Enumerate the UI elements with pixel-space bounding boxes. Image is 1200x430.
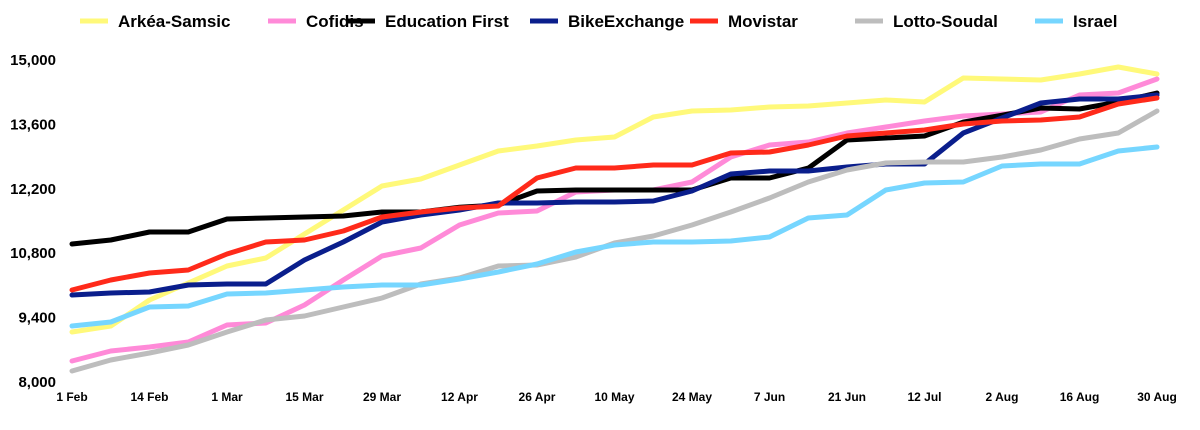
legend-label: Israel [1073,12,1117,31]
y-axis: 8,000 9,400 10,800 12,200 13,600 15,000 [10,52,56,391]
y-tick-label: 12,200 [10,181,56,198]
legend-label: Cofidis [306,12,364,31]
series-line-ark-a-samsic [69,64,1160,335]
y-tick-label: 10,800 [10,245,56,262]
x-tick-label: 10 May [594,390,634,404]
legend: Arkéa-Samsic Cofidis Education First BikeEx… [80,12,1117,31]
x-tick-label: 16 Aug [1060,390,1100,404]
x-tick-label: 12 Jul [907,390,941,404]
y-tick-label: 13,600 [10,116,56,133]
series-line-israel [69,144,1160,329]
series-line-lotto-soudal [69,108,1160,374]
legend-label: Movistar [728,12,798,31]
series-line-bikeexchange [69,92,1160,298]
series-line-movistar [69,95,1160,293]
legend-label: Education First [385,12,509,31]
x-tick-label: 1 Feb [56,390,87,404]
legend-item: Israel [1035,12,1117,31]
x-tick-label: 1 Mar [211,390,243,404]
series-lines [69,64,1160,374]
legend-label: Lotto-Soudal [893,12,998,31]
x-axis: 1 Feb 14 Feb 1 Mar 15 Mar 29 Mar 12 Apr 26 Apr… [56,390,1176,404]
series-line-education-first [69,90,1160,247]
legend-item: Education First [347,12,509,31]
x-tick-label: 21 Jun [828,390,866,404]
legend-item: Arkéa-Samsic [80,12,230,31]
y-tick-label: 9,400 [18,310,56,327]
legend-item: BikeExchange [530,12,684,31]
legend-item: Movistar [690,12,798,31]
x-tick-label: 29 Mar [363,390,401,404]
y-tick-label: 8,000 [18,374,56,391]
x-tick-label: 24 May [672,390,712,404]
x-tick-label: 26 Apr [519,390,556,404]
legend-label: Arkéa-Samsic [118,12,230,31]
legend-label: BikeExchange [568,12,684,31]
x-tick-label: 15 Mar [285,390,323,404]
x-tick-label: 2 Aug [986,390,1019,404]
x-tick-label: 12 Apr [441,390,478,404]
legend-item: Lotto-Soudal [855,12,998,31]
x-tick-label: 14 Feb [130,390,168,404]
x-tick-label: 30 Aug [1137,390,1177,404]
x-tick-label: 7 Jun [754,390,785,404]
legend-item: Cofidis [268,12,364,31]
y-tick-label: 15,000 [10,52,56,69]
